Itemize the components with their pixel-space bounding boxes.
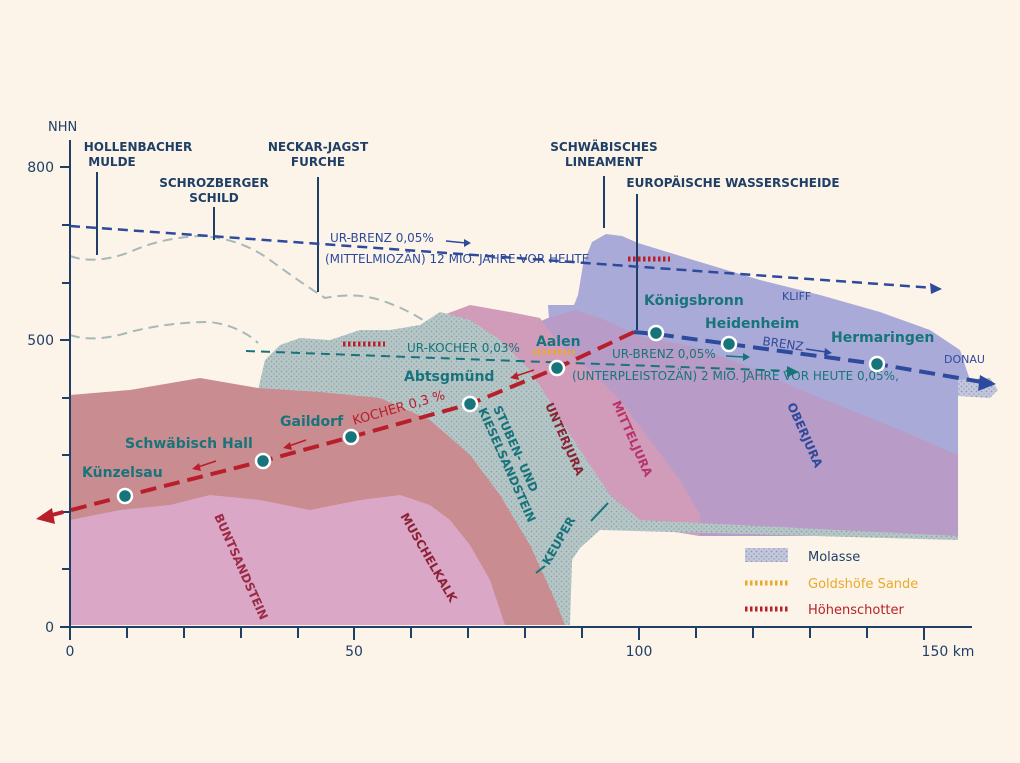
x-tick-50: 50: [345, 644, 363, 660]
ur-brenz-pleistozaen-small-arrowhead: [743, 353, 750, 361]
legend: Molasse Goldshöfe Sande Höhenschotter: [745, 548, 918, 618]
ur-brenz-miozaen-label: UR-BRENZ 0,05%: [330, 231, 434, 245]
brenz-arrowhead: [978, 375, 996, 391]
y-axis-unit: NHN: [48, 120, 77, 135]
marker-aalen: [548, 359, 566, 377]
label-lineament-2: LINEAMENT: [565, 155, 644, 169]
place-abtsgmuend: Abtsgmünd: [404, 369, 494, 385]
place-aalen: Aalen: [536, 334, 581, 350]
marker-kuenzelsau: [116, 487, 134, 505]
y-tick-0: 0: [45, 620, 54, 636]
ur-brenz-pleistozaen-small-arrow: [725, 355, 745, 358]
x-axis: [60, 626, 972, 640]
label-neckar-1: NECKAR-JAGST: [268, 140, 369, 154]
kocher-flow-arrows: [197, 369, 535, 468]
x-tick-0: 0: [66, 644, 75, 660]
ur-brenz-miozaen-arrowhead: [930, 283, 942, 294]
marker-schwaebisch-hall: [254, 452, 272, 470]
legend-swatch-molasse: [745, 548, 788, 562]
brenz-small-arrowhead: [824, 348, 832, 356]
ur-relief-upper: [69, 234, 431, 326]
y-tick-500: 500: [27, 333, 54, 349]
place-kuenzelsau: Künzelsau: [82, 465, 163, 481]
y-tick-800: 800: [27, 160, 54, 176]
buntsandstein-layer: [70, 495, 505, 625]
kocher-arrowhead: [36, 508, 55, 524]
ur-brenz-pleistozaen-age: (UNTERPLEISTOZÄN) 2 MIO. JAHRE VOR HEUTE…: [572, 368, 899, 383]
keuper-tick-upper: [590, 502, 609, 522]
place-schwaebisch-hall: Schwäbisch Hall: [125, 436, 253, 452]
marker-koenigsbronn: [647, 324, 665, 342]
kliff-label: KLIFF: [782, 290, 811, 303]
place-koenigsbronn: Königsbronn: [644, 293, 744, 309]
label-schrozberger-2: SCHILD: [189, 191, 239, 205]
x-tick-150: 150 km: [922, 644, 975, 660]
label-hollenbacher-1: HOLLENBACHER: [84, 140, 193, 154]
ur-kocher-label: UR-KOCHER 0,03%: [407, 341, 520, 355]
kocher-flow-arrowheads: [192, 372, 519, 471]
hoehenschotter-marks: [343, 256, 670, 347]
label-hollenbacher-2: MULDE: [88, 155, 136, 169]
place-heidenheim: Heidenheim: [705, 316, 799, 332]
place-gaildorf: Gaildorf: [280, 414, 344, 430]
ur-brenz-miozaen-line: [69, 224, 936, 290]
place-hermaringen: Hermaringen: [831, 330, 934, 346]
legend-label-molasse: Molasse: [808, 550, 860, 565]
label-wasserscheide: EUROPÄISCHE WASSERSCHEIDE: [626, 175, 839, 190]
brenz-label: BRENZ: [762, 334, 805, 354]
ur-brenz-miozaen-small-arrowhead: [464, 239, 471, 247]
marker-heidenheim: [720, 335, 738, 353]
brenz-small-arrow: [805, 348, 827, 353]
leader-lines: [96, 172, 638, 330]
label-neckar-2: FURCHE: [291, 155, 345, 169]
ur-kocher-line: [245, 350, 791, 372]
label-schrozberger-1: SCHROZBERGER: [159, 176, 269, 190]
ur-kocher-arrowhead: [787, 366, 799, 377]
ur-relief-lower: [69, 320, 259, 344]
marker-hermaringen: [868, 355, 886, 373]
legend-label-goldshoefe: Goldshöfe Sande: [808, 577, 918, 592]
ur-brenz-pleistozaen-label: UR-BRENZ 0,05%: [612, 347, 716, 361]
marker-abtsgmuend: [461, 395, 479, 413]
keuper-tick-lower: [535, 565, 546, 574]
legend-label-hoehenschotter: Höhenschotter: [808, 603, 905, 618]
ur-brenz-miozaen-age: (MITTELMIOZÄN) 12 MIO. JAHRE VOR HEUTE: [325, 251, 589, 266]
place-markers: [116, 324, 886, 505]
donau-label: DONAU: [944, 353, 985, 366]
x-tick-100: 100: [626, 644, 653, 660]
keuper-layer: [258, 312, 958, 625]
ur-brenz-miozaen-small-arrow: [445, 240, 467, 244]
marker-gaildorf: [342, 428, 360, 446]
y-axis: [60, 140, 71, 627]
label-lineament-1: SCHWÄBISCHES: [550, 139, 657, 154]
